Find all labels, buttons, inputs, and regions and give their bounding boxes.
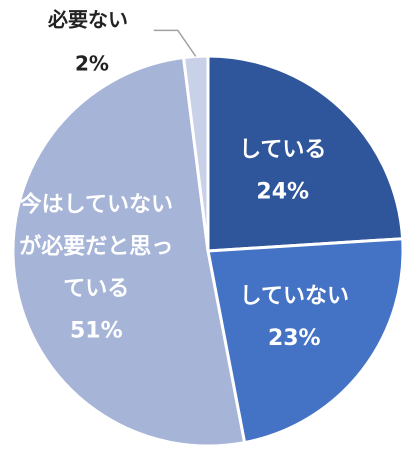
slice-percent-2: 23% — [268, 326, 321, 351]
pie-slice-2 — [206, 237, 405, 445]
slice-label-2: していない — [240, 284, 349, 309]
slice-label-3: 今はしていない — [20, 192, 173, 218]
pie-slice-3 — [11, 56, 247, 448]
callout-leader-line — [153, 29, 197, 57]
slice-label-3: ている — [63, 277, 129, 302]
pie-slice-1 — [206, 54, 405, 253]
slice-percent-3: 51% — [70, 319, 123, 344]
slice-label-3: が必要だと思っ — [19, 234, 173, 260]
slice-percent-1: 24% — [256, 179, 309, 204]
slice-label-4: 必要ない — [47, 8, 128, 32]
slice-percent-4: 2% — [75, 52, 109, 76]
slice-label-1: している — [239, 137, 326, 162]
